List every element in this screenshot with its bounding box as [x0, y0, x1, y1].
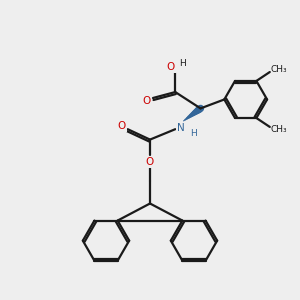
- Text: H: H: [190, 129, 196, 138]
- Text: CH₃: CH₃: [270, 64, 287, 74]
- Text: O: O: [118, 121, 126, 131]
- Text: O: O: [142, 96, 151, 106]
- Text: CH₃: CH₃: [270, 125, 287, 134]
- Text: N: N: [177, 123, 184, 133]
- Text: H: H: [179, 59, 186, 68]
- Text: O: O: [167, 62, 175, 72]
- Text: O: O: [146, 157, 154, 167]
